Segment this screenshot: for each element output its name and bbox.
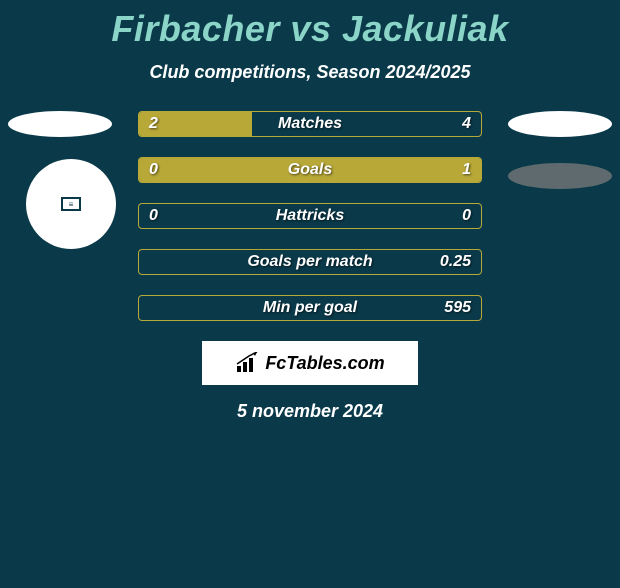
- stat-row: 0Goals1: [138, 157, 482, 183]
- brand-label: FcTables.com: [265, 353, 384, 374]
- decor-ellipse-right: [508, 111, 612, 137]
- stat-row: Goals per match0.25: [138, 249, 482, 275]
- badge-icon: ≡: [61, 197, 81, 211]
- decor-ellipse-right-2: [508, 163, 612, 189]
- stat-value-right: 0: [462, 207, 471, 225]
- stat-label: Goals: [139, 161, 481, 179]
- stat-label: Min per goal: [139, 299, 481, 317]
- stat-row: 2Matches4: [138, 111, 482, 137]
- date-label: 5 november 2024: [0, 401, 620, 422]
- decor-ellipse-left: [8, 111, 112, 137]
- decor-circle: ≡: [26, 159, 116, 249]
- stat-value-right: 4: [462, 115, 471, 133]
- stat-value-right: 0.25: [440, 253, 471, 271]
- stat-row: 0Hattricks0: [138, 203, 482, 229]
- subtitle: Club competitions, Season 2024/2025: [0, 62, 620, 83]
- stat-value-right: 595: [444, 299, 471, 317]
- chart-icon: [235, 352, 261, 374]
- stats-area: ≡ 2Matches40Goals10Hattricks0Goals per m…: [0, 111, 620, 321]
- stat-label: Goals per match: [139, 253, 481, 271]
- stat-label: Hattricks: [139, 207, 481, 225]
- stat-bars: 2Matches40Goals10Hattricks0Goals per mat…: [138, 111, 482, 321]
- stat-label: Matches: [139, 115, 481, 133]
- page-title: Firbacher vs Jackuliak: [0, 8, 620, 50]
- stat-value-right: 1: [462, 161, 471, 179]
- stat-row: Min per goal595: [138, 295, 482, 321]
- brand-box: FcTables.com: [202, 341, 418, 385]
